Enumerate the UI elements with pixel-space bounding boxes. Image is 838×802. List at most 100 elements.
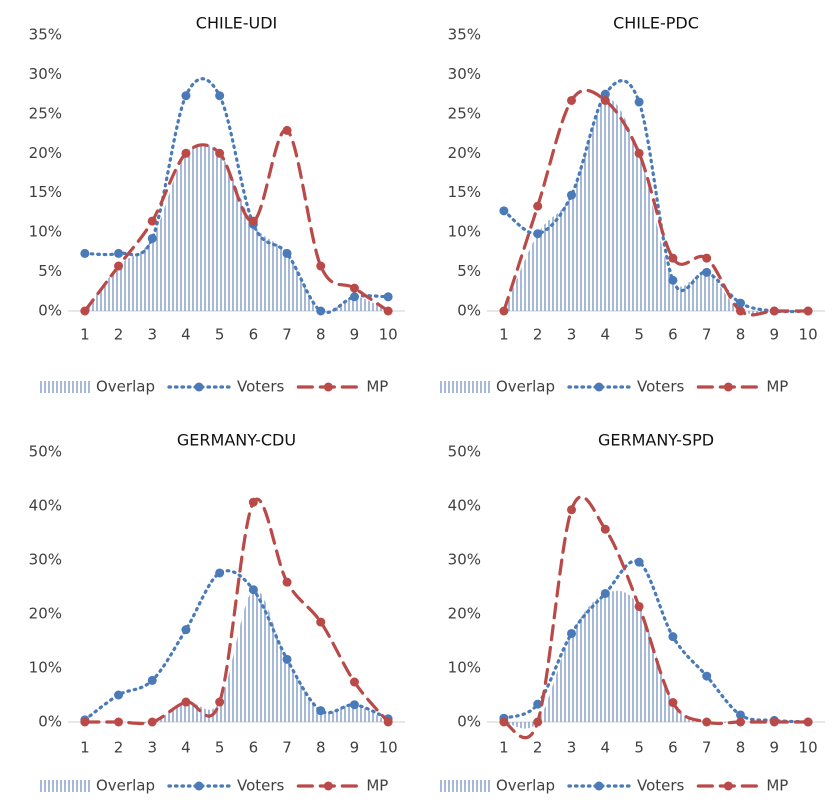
data-point (248, 585, 258, 595)
data-point (567, 95, 576, 105)
data-point (282, 577, 292, 587)
overlap-area (84, 143, 389, 313)
data-point (114, 717, 124, 727)
x-tick-label: 8 (316, 739, 326, 757)
chart-title: CHILE-UDI (196, 14, 277, 33)
data-point (349, 677, 359, 687)
legend-label: Overlap (496, 777, 555, 795)
overlap-area (84, 589, 389, 724)
x-tick-label: 6 (249, 739, 259, 757)
legend-marker (723, 781, 733, 791)
data-point (702, 717, 712, 727)
data-point (147, 717, 157, 727)
x-tick-label: 5 (215, 326, 225, 344)
data-point (499, 306, 509, 316)
chart-title: GERMANY-CDU (177, 431, 296, 450)
data-point (114, 248, 124, 258)
series-line (502, 88, 810, 317)
data-point (181, 625, 191, 635)
panel: GERMANY-SPD 0% 10% 20% 30% 40% 50% 1 2 3 4 5 6 7 8 9 10 O… (440, 431, 825, 795)
data-point (769, 717, 779, 727)
y-tick-label: 10% (29, 659, 62, 677)
legend-label: Voters (637, 378, 685, 396)
data-point (803, 306, 813, 316)
data-point (533, 699, 543, 709)
data-point (147, 233, 157, 243)
legend-swatch (440, 780, 490, 792)
x-tick-label: 6 (249, 326, 259, 344)
data-point (736, 710, 745, 720)
data-point (533, 229, 543, 239)
x-tick-label: 2 (533, 326, 543, 344)
y-tick-label: 10% (448, 223, 481, 241)
x-tick-label: 1 (499, 326, 509, 344)
y-tick-label: 30% (29, 65, 62, 83)
x-tick-label: 7 (702, 739, 712, 757)
panel: GERMANY-CDU 0% 10% 20% 30% 40% 50% 1 2 3 4 5 6 7 8 9 10 O… (29, 431, 405, 795)
x-tick-label: 8 (316, 326, 326, 344)
x-tick-label: 10 (379, 739, 398, 757)
data-point (736, 298, 745, 308)
x-tick-label: 2 (533, 739, 543, 757)
data-point (769, 306, 779, 316)
x-tick-label: 5 (634, 326, 644, 344)
y-tick-label: 35% (448, 26, 481, 44)
data-point (248, 497, 258, 507)
y-tick-label: 20% (29, 605, 62, 623)
legend-marker (723, 382, 733, 392)
data-point (383, 292, 393, 302)
data-point (668, 632, 678, 642)
series-line (83, 569, 390, 722)
data-point (668, 253, 678, 263)
data-point (383, 306, 393, 316)
series-line (83, 497, 390, 726)
data-point (181, 697, 191, 707)
data-point (600, 89, 610, 99)
data-point (316, 617, 326, 627)
y-tick-label: 5% (457, 262, 481, 280)
legend-label: MP (766, 378, 788, 396)
y-tick-label: 0% (38, 713, 62, 731)
data-point (634, 557, 644, 567)
data-point (702, 671, 712, 681)
y-tick-label: 30% (448, 551, 481, 569)
x-tick-label: 1 (80, 326, 90, 344)
legend-label: Voters (637, 777, 685, 795)
x-tick-label: 4 (601, 739, 611, 757)
y-tick-label: 15% (448, 183, 481, 201)
x-tick-label: 4 (601, 326, 611, 344)
data-point (736, 306, 745, 316)
x-tick-label: 9 (350, 739, 360, 757)
x-tick-label: 8 (736, 739, 746, 757)
y-tick-label: 5% (38, 262, 62, 280)
x-tick-label: 1 (80, 739, 90, 757)
y-tick-label: 40% (29, 497, 62, 515)
data-point (702, 253, 712, 263)
data-point (567, 628, 576, 638)
data-point (215, 148, 225, 158)
legend-label: Overlap (96, 378, 155, 396)
x-tick-label: 6 (668, 326, 678, 344)
y-tick-label: 30% (448, 65, 481, 83)
data-point (147, 216, 157, 226)
data-point (80, 248, 90, 258)
x-tick-label: 10 (799, 739, 818, 757)
data-point (316, 306, 326, 316)
data-point (181, 91, 191, 101)
legend-marker (194, 781, 204, 791)
x-tick-label: 7 (282, 326, 292, 344)
x-tick-label: 4 (181, 326, 191, 344)
data-point (533, 717, 543, 727)
y-tick-label: 20% (448, 144, 481, 162)
x-tick-label: 1 (499, 739, 509, 757)
data-point (181, 148, 191, 158)
series-line (83, 128, 390, 313)
y-tick-label: 0% (38, 302, 62, 320)
y-tick-label: 35% (29, 26, 62, 44)
data-point (567, 505, 576, 515)
data-point (668, 275, 678, 285)
x-tick-label: 6 (668, 739, 678, 757)
series-line (502, 79, 810, 314)
data-point (803, 717, 813, 727)
